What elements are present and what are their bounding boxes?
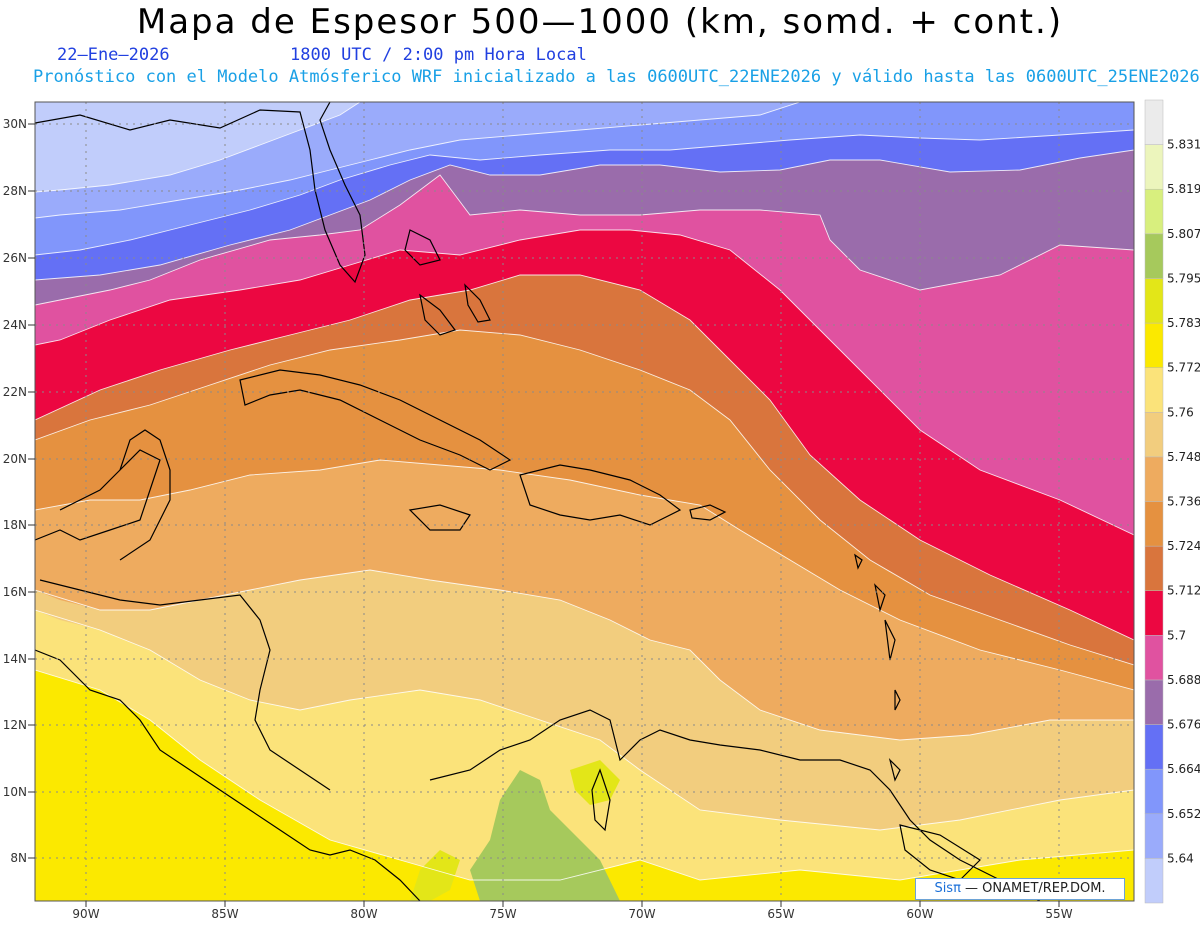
colorbar-label: 5.795 — [1167, 271, 1200, 285]
colorbar-label: 5.7 — [1167, 628, 1186, 642]
colorbar-swatch — [1144, 144, 1164, 190]
lon-label: 60W — [906, 907, 933, 921]
colorbar-swatch — [1144, 501, 1164, 547]
lon-label: 75W — [489, 907, 516, 921]
lat-label: 12N — [3, 718, 27, 732]
lat-label: 26N — [3, 251, 27, 265]
time-label: 1800 UTC / 2:00 pm Hora Local — [290, 45, 587, 65]
colorbar-label: 5.664 — [1167, 762, 1200, 776]
lat-label: 16N — [3, 585, 27, 599]
colorbar-swatch — [1144, 590, 1164, 636]
lon-label: 55W — [1045, 907, 1072, 921]
colorbar-label: 5.819 — [1167, 182, 1200, 196]
colorbar-label: 5.676 — [1167, 718, 1200, 732]
colorbar-label: 5.652 — [1167, 807, 1200, 821]
lat-label: 8N — [10, 851, 27, 865]
colorbar-swatch — [1144, 545, 1164, 591]
colorbar-swatch — [1144, 233, 1164, 279]
date-label: 22—Ene—2026 — [57, 45, 170, 65]
credit-org: — ONAMET/REP.DOM. — [960, 881, 1106, 896]
lat-label: 28N — [3, 184, 27, 198]
colorbar-swatch — [1144, 322, 1164, 368]
lon-label: 80W — [350, 907, 377, 921]
lat-label: 14N — [3, 652, 27, 666]
longitude-axis: 90W 85W 80W 75W 70W 65W 60W 55W — [72, 901, 1073, 921]
lon-label: 70W — [628, 907, 655, 921]
colorbar-label: 5.64 — [1167, 851, 1194, 865]
colorbar-swatch — [1144, 813, 1164, 859]
colorbar-swatch — [1144, 278, 1164, 324]
colorbar-swatch — [1144, 858, 1164, 904]
colorbar-swatch — [1144, 635, 1164, 681]
map-title: Mapa de Espesor 500—1000 (km, somd. + co… — [136, 2, 1064, 42]
colorbar-label: 5.724 — [1167, 539, 1200, 553]
colorbar-swatch — [1144, 188, 1164, 235]
colorbar-swatch — [1144, 367, 1164, 413]
colorbar-label: 5.807 — [1167, 227, 1200, 241]
colorbar-swatch — [1144, 768, 1164, 815]
lat-label: 30N — [3, 117, 27, 131]
colorbar-swatch — [1144, 456, 1164, 502]
lat-lon-grid — [35, 102, 1134, 901]
colorbar: 5.64 5.652 5.664 5.676 5.688 5.7 5.712 5.724 5.7… — [1144, 99, 1200, 904]
lat-label: 24N — [3, 318, 27, 332]
colorbar-label: 5.76 — [1167, 405, 1194, 419]
lon-label: 65W — [767, 907, 794, 921]
colorbar-label: 5.688 — [1167, 673, 1200, 687]
lon-label: 90W — [72, 907, 99, 921]
forecast-info: Pronóstico con el Modelo Atmósferico WRF… — [33, 67, 1200, 87]
lon-label: 85W — [211, 907, 238, 921]
thickness-field — [35, 102, 1134, 901]
colorbar-label: 5.831 — [1167, 138, 1200, 152]
colorbar-label: 5.748 — [1167, 450, 1200, 464]
coastlines — [35, 102, 1041, 901]
colorbar-label: 5.736 — [1167, 495, 1200, 509]
lat-label: 22N — [3, 385, 27, 399]
latitude-axis: 30N 28N 26N 24N 22N 20N 18N 16N 14N 12N 10N 8N — [3, 117, 35, 865]
lat-label: 18N — [3, 518, 27, 532]
lat-label: 10N — [3, 785, 27, 799]
colorbar-swatch — [1144, 679, 1164, 725]
colorbar-swatch — [1144, 99, 1164, 145]
colorbar-swatch — [1144, 412, 1164, 458]
credit-box: Sisπ — ONAMET/REP.DOM. — [915, 878, 1125, 900]
colorbar-label: 5.712 — [1167, 584, 1200, 598]
lat-label: 20N — [3, 452, 27, 466]
colorbar-label: 5.783 — [1167, 316, 1200, 330]
colorbar-label: 5.772 — [1167, 361, 1200, 375]
sispi-logo: Sisπ — [934, 881, 961, 896]
colorbar-swatch — [1144, 724, 1164, 770]
